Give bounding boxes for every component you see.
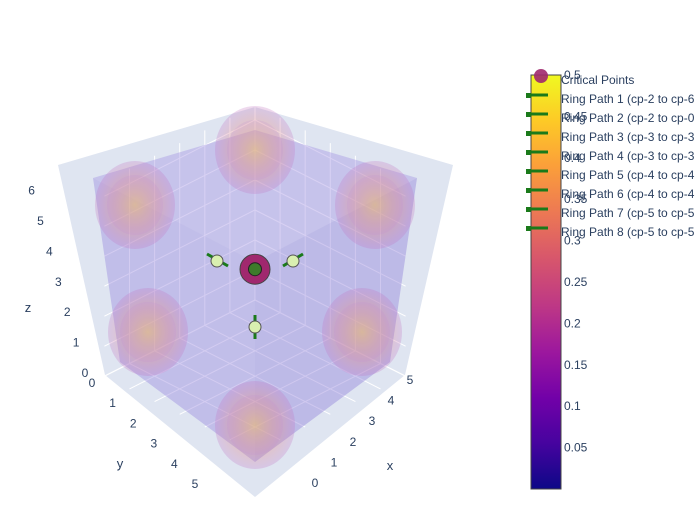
volume-top (93, 130, 417, 262)
legend[interactable]: Critical Points Ring Path 1 (cp-2 to cp-6… (526, 69, 695, 239)
critical-point-marker[interactable] (210, 254, 224, 268)
z-tick-label: 4 (46, 244, 53, 258)
legend-item[interactable]: Ring Path 1 (cp-2 to cp-6 (526, 92, 695, 106)
y-tick-label: 5 (192, 477, 199, 491)
legend-marker-icon (534, 69, 548, 83)
critical-point-marker[interactable] (248, 320, 262, 334)
legend-item[interactable]: Ring Path 3 (cp-3 to cp-3 (526, 130, 695, 144)
legend-line-icon (526, 112, 531, 117)
legend-line-icon (526, 207, 531, 212)
x-axis-title: x (387, 458, 394, 473)
y-tick-label: 2 (130, 416, 137, 430)
legend-label: Ring Path 4 (cp-3 to cp-3 (561, 149, 695, 163)
x-tick-label: 4 (388, 394, 395, 408)
x-tick-label: 1 (331, 455, 338, 469)
legend-label: Ring Path 2 (cp-2 to cp-0 (561, 111, 695, 125)
colorbar-ticks: 0.05 0.1 0.15 0.2 0.25 0.3 0.35 0.4 0.45 0.5 (564, 68, 588, 455)
colorbar-tick-label: 0.35 (564, 192, 588, 206)
legend-line-icon (526, 150, 531, 155)
colorbar-tick-label: 0.1 (564, 399, 581, 413)
colorbar-tick-label: 0.25 (564, 275, 588, 289)
z-tick-label: 6 (28, 184, 35, 198)
legend-label: Ring Path 3 (cp-3 to cp-3 (561, 130, 695, 144)
critical-point-marker[interactable] (286, 254, 300, 268)
legend-line-icon (526, 188, 531, 193)
y-tick-label: 3 (150, 437, 157, 451)
z-tick-label: 5 (37, 214, 44, 228)
z-tick-label: 3 (55, 275, 62, 289)
isosurface-lobes (95, 106, 415, 469)
y-tick-label: 0 (89, 376, 96, 390)
colorbar-tick-label: 0.15 (564, 358, 588, 372)
x-tick-label: 0 (312, 476, 319, 490)
z-tick-label: 0 (82, 366, 89, 380)
colorbar-tick-label: 0.2 (564, 316, 581, 330)
colorbar[interactable]: 0.05 0.1 0.15 0.2 0.25 0.3 0.35 0.4 0.45 0.5 (530, 68, 588, 490)
legend-label: Critical Points (561, 73, 634, 87)
legend-label: Ring Path 8 (cp-5 to cp-5 (561, 225, 695, 239)
legend-item[interactable]: Ring Path 5 (cp-4 to cp-4 (526, 168, 695, 182)
colorbar-gradient (530, 74, 562, 490)
legend-line-icon (526, 226, 531, 231)
colorbar-tick-label: 0.05 (564, 441, 588, 455)
legend-item[interactable]: Ring Path 6 (cp-4 to cp-4 (526, 187, 695, 201)
x-tick-label: 2 (350, 435, 357, 449)
z-tick-label: 1 (73, 336, 80, 350)
y-tick-label: 4 (171, 457, 178, 471)
colorbar-tick-label: 0.4 (564, 151, 581, 165)
critical-point-marker[interactable] (248, 262, 262, 277)
legend-item[interactable]: Critical Points (534, 69, 634, 87)
z-axis-title: z (25, 300, 32, 315)
legend-item[interactable]: Ring Path 2 (cp-2 to cp-0 (526, 111, 695, 125)
legend-label: Ring Path 5 (cp-4 to cp-4 (561, 168, 695, 182)
y-tick-label: 1 (109, 396, 116, 410)
x-tick-label: 3 (369, 414, 376, 428)
legend-label: Ring Path 1 (cp-2 to cp-6 (561, 92, 695, 106)
colorbar-tick-label: 0.3 (564, 234, 581, 248)
legend-line-icon (526, 93, 531, 98)
legend-item[interactable]: Ring Path 7 (cp-5 to cp-5 (526, 206, 695, 220)
legend-label: Ring Path 7 (cp-5 to cp-5 (561, 206, 695, 220)
z-tick-label: 2 (64, 305, 71, 319)
colorbar-tick-label: 0.5 (564, 68, 581, 82)
legend-item[interactable]: Ring Path 8 (cp-5 to cp-5 (526, 225, 695, 239)
colorbar-tick-label: 0.45 (564, 109, 588, 123)
legend-line-icon (526, 131, 531, 136)
y-axis-title: y (117, 456, 124, 471)
legend-line-icon (526, 169, 531, 174)
isosurface-volume (93, 106, 417, 469)
x-tick-label: 5 (407, 373, 414, 387)
legend-item[interactable]: Ring Path 4 (cp-3 to cp-3 (526, 149, 695, 163)
legend-label: Ring Path 6 (cp-4 to cp-4 (561, 187, 695, 201)
critical-points (210, 253, 300, 334)
